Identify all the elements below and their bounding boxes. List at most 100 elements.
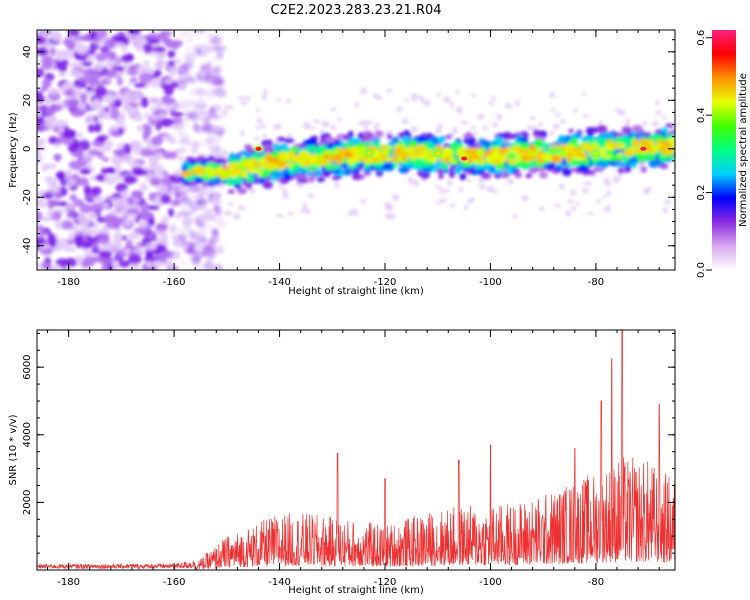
band-blob: [536, 167, 546, 172]
x-tick-label: -80: [588, 277, 604, 288]
noise-blob: [105, 71, 114, 78]
noise-blob: [286, 98, 291, 105]
noise-blob: [130, 190, 143, 198]
noise-blob: [95, 174, 105, 182]
noise-blob: [83, 250, 94, 258]
band-blob: [617, 136, 623, 143]
noise-blob: [126, 197, 135, 205]
noise-blob: [119, 111, 126, 123]
noise-blob: [606, 205, 611, 209]
noise-blob: [127, 30, 142, 35]
noise-blob: [182, 60, 194, 70]
noise-blob: [233, 213, 241, 220]
noise-blob: [538, 122, 543, 127]
noise-blob: [358, 120, 366, 126]
band-blob: [493, 170, 505, 175]
band-blob: [401, 155, 408, 162]
noise-blob: [79, 203, 93, 214]
band-blob: [572, 155, 584, 161]
band-blob: [393, 148, 402, 156]
noise-blob: [130, 262, 140, 270]
noise-blob: [95, 53, 107, 62]
colorbar-tick-label: 0.2: [696, 185, 707, 201]
noise-blob: [160, 250, 174, 259]
noise-blob: [112, 240, 123, 251]
noise-blob: [70, 109, 85, 117]
noise-blob: [478, 113, 485, 120]
noise-blob: [76, 254, 83, 265]
noise-blob: [57, 201, 69, 207]
noise-blob: [80, 75, 95, 84]
band-blob: [538, 172, 549, 179]
noise-blob: [491, 95, 496, 102]
noise-blob: [96, 135, 107, 143]
noise-blob: [130, 76, 138, 83]
band-blob: [227, 163, 238, 169]
noise-blob: [123, 175, 136, 185]
noise-blob: [83, 184, 92, 196]
noise-blob: [81, 61, 93, 67]
band-blob: [422, 165, 432, 174]
noise-blob: [527, 124, 533, 131]
noise-blob: [138, 220, 148, 229]
noise-blob: [68, 160, 83, 170]
noise-blob: [148, 192, 156, 202]
noise-blob: [114, 42, 126, 48]
noise-blob: [663, 199, 672, 205]
band-blob: [630, 162, 638, 168]
noise-blob: [186, 35, 194, 44]
noise-blob: [330, 125, 337, 131]
noise-blob: [558, 183, 565, 190]
band-blob: [566, 154, 572, 163]
band-blob: [454, 166, 462, 175]
noise-blob: [443, 96, 451, 103]
band-blob: [648, 160, 660, 168]
noise-blob: [126, 68, 139, 76]
noise-blob: [77, 34, 92, 42]
noise-blob: [617, 109, 626, 116]
noise-blob: [221, 149, 228, 156]
x-tick-label: -120: [374, 577, 397, 588]
band-blob: [565, 135, 573, 141]
noise-blob: [240, 101, 248, 106]
band-blob: [662, 149, 673, 155]
noise-blob: [121, 46, 128, 53]
snr-ticks: -180 -160 -140 -120 -100 -80 2000 4000 6000: [22, 330, 675, 588]
noise-blob: [158, 112, 166, 119]
y-tick-label: 6000: [22, 354, 33, 379]
band-blob: [498, 153, 508, 161]
noise-blob: [210, 79, 224, 86]
band-blob: [279, 143, 288, 151]
y-tick-label: -20: [22, 189, 33, 205]
band-blob: [568, 128, 574, 134]
noise-blob: [60, 59, 69, 67]
noise-blob: [115, 182, 128, 193]
band-blob: [434, 163, 444, 169]
noise-blob: [75, 177, 89, 186]
noise-blob: [160, 215, 170, 225]
noise-blob: [37, 224, 45, 231]
band-blob: [431, 146, 438, 151]
noise-blob: [78, 103, 87, 111]
noise-blob: [245, 95, 251, 102]
noise-blob: [221, 110, 228, 116]
noise-blob: [655, 99, 660, 107]
noise-blob: [207, 239, 216, 250]
noise-blob: [79, 217, 91, 228]
noise-blob: [42, 78, 52, 89]
noise-blob: [184, 111, 193, 120]
y-tick-label: 4000: [22, 422, 33, 447]
band-blob: [306, 138, 317, 147]
band-blob: [437, 136, 445, 144]
band-blob: [227, 179, 237, 185]
noise-blob: [211, 149, 217, 154]
band-blob: [610, 142, 620, 148]
band-blob: [288, 166, 296, 175]
noise-blob: [420, 97, 425, 103]
noise-blob: [178, 210, 191, 218]
noise-blob: [360, 198, 366, 204]
spectrogram-image: [37, 30, 675, 270]
band-blob: [494, 144, 502, 149]
noise-blob: [163, 97, 176, 105]
noise-blob: [263, 88, 268, 94]
